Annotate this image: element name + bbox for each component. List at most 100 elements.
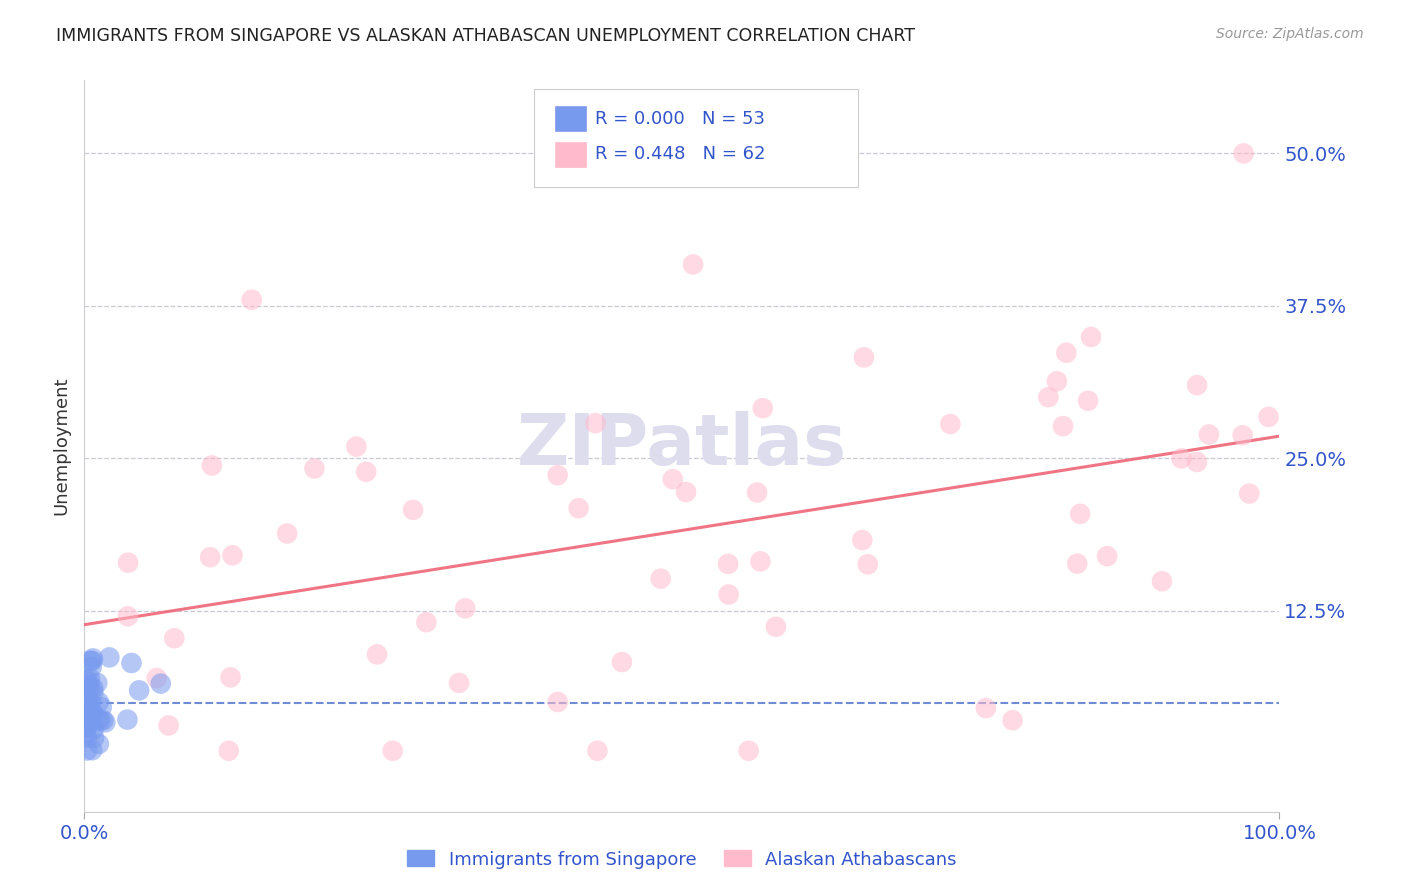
Point xyxy=(1257,409,1279,424)
Point xyxy=(585,416,607,430)
Point xyxy=(98,650,121,665)
Point xyxy=(83,731,105,745)
Point xyxy=(82,681,104,695)
Point xyxy=(201,458,224,473)
Point xyxy=(1095,549,1118,564)
Point xyxy=(76,697,98,711)
Point xyxy=(75,694,97,708)
Y-axis label: Unemployment: Unemployment xyxy=(52,376,70,516)
Point xyxy=(75,686,97,700)
Point xyxy=(1077,393,1099,408)
Point xyxy=(86,676,108,690)
Point xyxy=(80,694,103,708)
Point xyxy=(1185,455,1208,469)
Point xyxy=(586,744,609,758)
Text: ZIPatlas: ZIPatlas xyxy=(517,411,846,481)
Point xyxy=(851,533,873,547)
Point xyxy=(80,706,103,721)
Point xyxy=(163,632,186,646)
Point xyxy=(75,684,97,698)
Point xyxy=(87,712,110,726)
Point xyxy=(89,714,111,728)
Point xyxy=(75,692,97,706)
Point xyxy=(675,485,697,500)
Point xyxy=(82,743,104,757)
Point xyxy=(219,670,242,684)
Point xyxy=(75,708,97,723)
Point xyxy=(79,671,101,685)
Point xyxy=(1046,375,1069,389)
Point xyxy=(974,701,997,715)
Point xyxy=(344,440,367,454)
Point xyxy=(198,550,221,565)
Point xyxy=(1239,486,1261,500)
Point xyxy=(752,401,775,416)
Point xyxy=(1054,345,1077,359)
Point xyxy=(1150,574,1173,589)
Legend: Immigrants from Singapore, Alaskan Athabascans: Immigrants from Singapore, Alaskan Athab… xyxy=(408,850,956,869)
Point xyxy=(610,655,633,669)
Point xyxy=(1185,378,1208,392)
Point xyxy=(75,692,97,706)
Point xyxy=(82,686,104,700)
Point xyxy=(77,701,100,715)
Point xyxy=(1069,507,1091,521)
Point xyxy=(1233,146,1256,161)
Point xyxy=(221,549,243,563)
Point xyxy=(737,744,759,758)
Point xyxy=(82,654,104,668)
Point xyxy=(82,651,104,665)
Point xyxy=(717,588,740,602)
Point xyxy=(765,620,787,634)
Point xyxy=(117,556,139,570)
Point xyxy=(682,257,704,271)
Point xyxy=(75,712,97,726)
Point xyxy=(94,715,117,730)
Point xyxy=(157,718,180,732)
Point xyxy=(749,554,772,568)
Point xyxy=(79,654,101,668)
Point xyxy=(454,601,477,615)
Point xyxy=(547,468,569,483)
Text: Source: ZipAtlas.com: Source: ZipAtlas.com xyxy=(1216,27,1364,41)
Point xyxy=(149,676,172,690)
Point xyxy=(75,684,97,698)
Point xyxy=(745,485,768,500)
Point xyxy=(75,726,97,740)
Point xyxy=(568,501,591,516)
Point xyxy=(1052,419,1074,434)
Point xyxy=(856,558,879,572)
Point xyxy=(1198,427,1220,442)
Point xyxy=(547,695,569,709)
Point xyxy=(117,713,139,727)
Point xyxy=(75,685,97,699)
Point xyxy=(415,615,437,630)
Point xyxy=(79,678,101,692)
Point xyxy=(1080,330,1102,344)
Point xyxy=(79,711,101,725)
Point xyxy=(366,648,388,662)
Point xyxy=(75,673,97,688)
Point xyxy=(76,673,98,687)
Point xyxy=(80,704,103,718)
Point xyxy=(276,526,298,541)
Point xyxy=(1170,451,1192,466)
Point xyxy=(91,714,114,728)
Text: IMMIGRANTS FROM SINGAPORE VS ALASKAN ATHABASCAN UNEMPLOYMENT CORRELATION CHART: IMMIGRANTS FROM SINGAPORE VS ALASKAN ATH… xyxy=(56,27,915,45)
Point xyxy=(76,743,98,757)
Point xyxy=(75,686,97,700)
Point xyxy=(852,351,875,365)
Point xyxy=(83,723,105,737)
Point xyxy=(218,744,240,758)
Point xyxy=(76,678,98,692)
Text: R = 0.000   N = 53: R = 0.000 N = 53 xyxy=(595,110,765,128)
Point xyxy=(145,671,167,685)
Point xyxy=(87,695,110,709)
Point xyxy=(75,721,97,735)
Point xyxy=(75,710,97,724)
Point xyxy=(80,660,103,674)
Point xyxy=(939,417,962,431)
Point xyxy=(240,293,263,307)
Point xyxy=(79,716,101,731)
Point xyxy=(82,706,104,721)
